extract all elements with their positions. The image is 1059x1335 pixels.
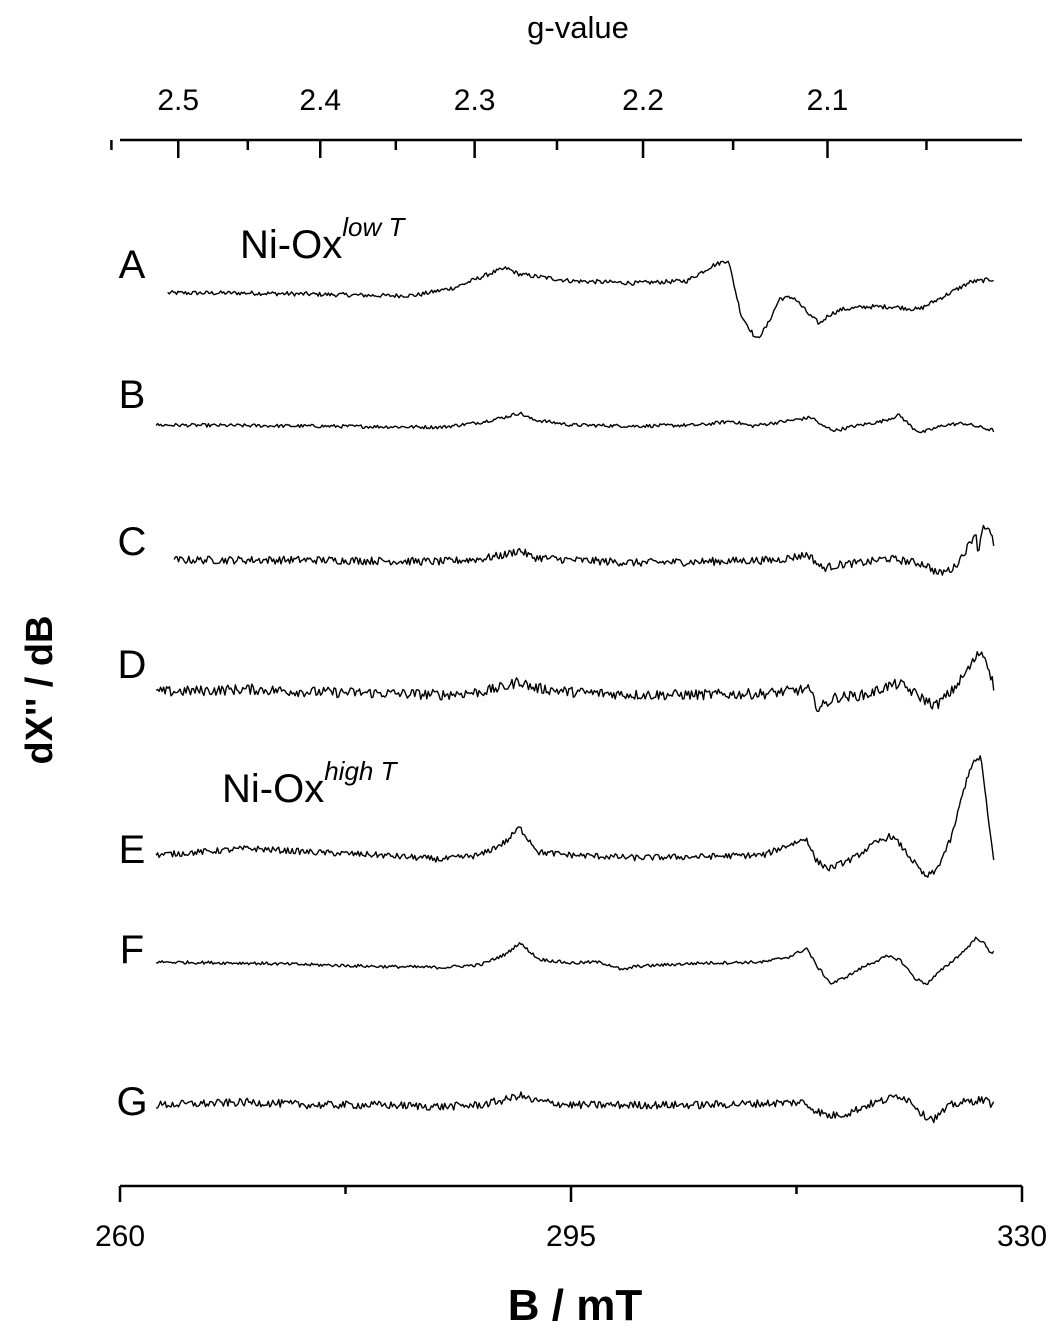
trace-a (167, 260, 994, 339)
y-axis-title: dX'' / dB (19, 616, 61, 765)
top-tick-label: 2.4 (299, 84, 341, 117)
bottom-axis-field: 260 295 330 B / mT (95, 1184, 1047, 1330)
trace-label-b: B (119, 373, 146, 417)
trace-label-g: G (116, 1080, 147, 1124)
trace-g (156, 1091, 995, 1124)
top-axis-title: g-value (527, 10, 629, 45)
annotation-low-main: Ni-Ox (240, 223, 342, 267)
svg-text:Ni-Oxhigh T: Ni-Oxhigh T (222, 756, 399, 811)
top-tick-label: 2.3 (454, 84, 496, 117)
bottom-axis-title: B / mT (508, 1281, 643, 1330)
trace-label-f: F (120, 928, 144, 972)
top-axis-ticks: 2.5 2.4 2.3 2.2 2.1 (110, 84, 928, 158)
trace-label-a: A (119, 243, 146, 287)
annotation-low-sup: low T (342, 212, 406, 242)
trace-e (155, 755, 995, 878)
trace-label-d: D (118, 643, 147, 687)
top-tick-label: 2.2 (622, 84, 664, 117)
trace-letters: A B C D E F G (116, 243, 147, 1124)
bottom-tick-label: 330 (997, 1220, 1047, 1253)
bottom-tick-label: 260 (95, 1220, 145, 1253)
bottom-axis-ticks: 260 295 330 (95, 1186, 1047, 1253)
bottom-tick-label: 295 (546, 1220, 596, 1253)
trace-label-c: C (118, 520, 147, 564)
annotation-ni-ox-low-t: Ni-Oxlow T (240, 212, 406, 267)
trace-d (155, 651, 995, 713)
annotation-ni-ox-high-t: Ni-Oxhigh T (222, 756, 399, 811)
svg-text:Ni-Oxlow T: Ni-Oxlow T (240, 212, 406, 267)
spectra-traces (155, 260, 995, 1124)
annotation-high-main: Ni-Ox (222, 767, 324, 811)
top-tick-label: 2.1 (807, 84, 849, 117)
trace-label-e: E (119, 828, 146, 872)
trace-b (155, 411, 995, 434)
trace-f (155, 936, 995, 986)
annotation-high-sup: high T (324, 756, 398, 786)
top-axis-g-value: 2.5 2.4 2.3 2.2 2.1 g-value (110, 10, 1022, 158)
top-tick-label: 2.5 (157, 84, 199, 117)
trace-c (173, 524, 995, 576)
